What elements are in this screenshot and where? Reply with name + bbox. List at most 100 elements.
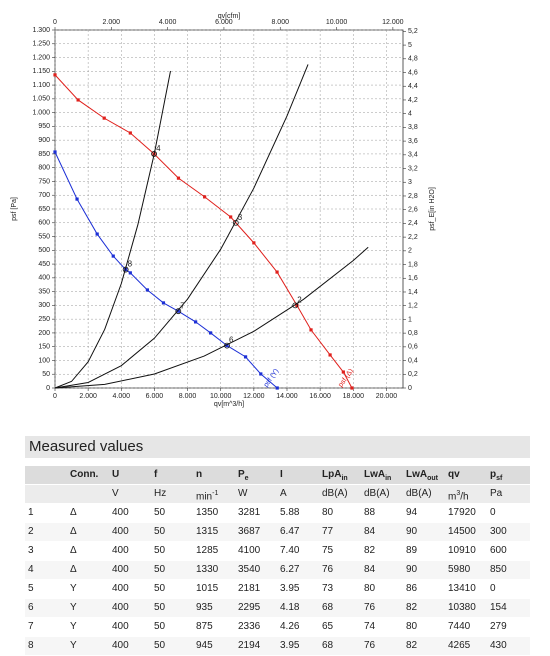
y2-tick-label: 0,8 xyxy=(408,330,418,337)
data-row: 5 Y 400 50 1015 2181 3.95 73 80 86 13410 0 xyxy=(25,580,530,599)
y2-tick-label: 2,8 xyxy=(408,193,418,200)
x-tick-label: 6.000 xyxy=(146,393,164,400)
y2-tick-label: 2,6 xyxy=(408,207,418,214)
data-row: 6 Y 400 50 935 2295 4.18 68 76 82 10380 154 xyxy=(25,599,530,618)
table-cell: 90 xyxy=(406,564,418,575)
x2-tick-label: 4.000 xyxy=(159,19,177,26)
table-cell: V xyxy=(112,488,119,499)
y-tick-label: 700 xyxy=(38,192,50,199)
y-tick-label: 1.300 xyxy=(32,27,50,34)
y-tick-label: 50 xyxy=(42,371,50,378)
table-cell: 0 xyxy=(490,507,496,518)
table-cell: W xyxy=(238,488,248,499)
y2-tick-label: 1,4 xyxy=(408,289,418,296)
curve xyxy=(54,70,171,389)
table-cell: 1015 xyxy=(196,583,219,594)
marker xyxy=(128,271,132,275)
table-cell: 3.95 xyxy=(280,583,300,594)
x-tick-label: 16.000 xyxy=(309,393,331,400)
data-row: 3 Δ 400 50 1285 4100 7.40 75 82 89 10910 600 xyxy=(25,542,530,561)
operating-point xyxy=(175,308,182,315)
table-cell: 80 xyxy=(364,583,376,594)
marker xyxy=(341,370,345,374)
data-row: 2 Δ 400 50 1315 3687 6.47 77 84 90 14500 300 xyxy=(25,523,530,542)
marker xyxy=(161,301,166,305)
x2-tick-label: 10.000 xyxy=(326,19,348,26)
marker xyxy=(295,303,299,307)
table-cell: 76 xyxy=(364,602,376,613)
x-tick-label: 20.000 xyxy=(376,393,398,400)
table-cell: 84 xyxy=(364,526,376,537)
y2-tick-label: 4,4 xyxy=(408,83,418,90)
table-cell: 1 xyxy=(28,507,34,518)
table-cell: 400 xyxy=(112,621,129,632)
y2-tick-label: 4 xyxy=(408,111,412,118)
table-cell: 4.26 xyxy=(280,621,300,632)
y-tick-label: 550 xyxy=(38,233,50,240)
table-cell: U xyxy=(112,469,120,480)
y-tick-label: 850 xyxy=(38,151,50,158)
table-cell: 400 xyxy=(112,507,129,518)
y-tick-label: 500 xyxy=(38,247,50,254)
marker xyxy=(53,150,57,154)
table-cell: 50 xyxy=(154,602,166,613)
x-tick-label: 8.000 xyxy=(179,393,197,400)
table-cell: 7.40 xyxy=(280,545,300,556)
table-cell: 82 xyxy=(364,545,376,556)
y2-tick-label: 1,8 xyxy=(408,261,418,268)
table-cell: Pa xyxy=(490,488,503,499)
marker xyxy=(203,195,207,199)
operating-point-label: 3 xyxy=(238,213,243,222)
table-cell: 50 xyxy=(154,640,166,651)
operating-point xyxy=(122,266,129,273)
table-cell: 875 xyxy=(196,621,213,632)
table-cell: 7440 xyxy=(448,621,471,632)
y-tick-label: 1.250 xyxy=(32,41,50,48)
y-tick-label: 1.000 xyxy=(32,109,50,116)
table-cell: 50 xyxy=(154,621,166,632)
cell-text: /h xyxy=(460,491,469,503)
marker xyxy=(176,309,180,313)
y2-tick-label: 1 xyxy=(408,316,412,323)
table-cell: 73 xyxy=(322,583,334,594)
curve xyxy=(54,74,353,389)
table-cell: A xyxy=(280,488,287,499)
table-cell: 2181 xyxy=(238,583,261,594)
operating-point-label: 4 xyxy=(156,144,161,153)
table-cell: 2 xyxy=(28,526,34,537)
table-cell: 82 xyxy=(406,602,418,613)
table-cell: 4100 xyxy=(238,545,261,556)
y-tick-label: 300 xyxy=(38,302,50,309)
marker xyxy=(225,343,229,348)
cell-text: LwA xyxy=(364,469,386,480)
y2-tick-label: 3,2 xyxy=(408,165,418,172)
marker xyxy=(75,197,79,201)
marker xyxy=(111,254,115,258)
table-cell: 76 xyxy=(364,640,376,651)
marker xyxy=(243,355,248,359)
table-cell: Δ xyxy=(70,564,77,575)
y2-tick-label: 1,2 xyxy=(408,303,418,310)
marker xyxy=(275,386,279,390)
y-tick-label: 1.050 xyxy=(32,96,50,103)
y2-tick-label: 2,2 xyxy=(408,234,418,241)
table-cell: 74 xyxy=(364,621,376,632)
table-cell: 3 xyxy=(28,545,34,556)
table-cell: f xyxy=(154,469,158,480)
table-cell: 5.88 xyxy=(280,507,300,518)
curve-label: psf (Δ) xyxy=(337,368,355,389)
operating-point xyxy=(292,302,299,309)
y2-tick-label: 5 xyxy=(408,42,412,49)
table-cell: 2295 xyxy=(238,602,261,613)
x-axis-label: qv[m^3/h] xyxy=(214,401,244,408)
table-cell: I xyxy=(280,469,283,480)
table-cell: 84 xyxy=(364,564,376,575)
marker xyxy=(328,353,332,357)
x2-axis-label: qv[cfm] xyxy=(218,13,241,20)
table-cell: qv xyxy=(448,469,460,480)
cell-subscript: e xyxy=(244,475,249,482)
y2-axis-label: psf_E[in H2O] xyxy=(429,187,436,231)
table-cell: 8 xyxy=(28,640,34,651)
